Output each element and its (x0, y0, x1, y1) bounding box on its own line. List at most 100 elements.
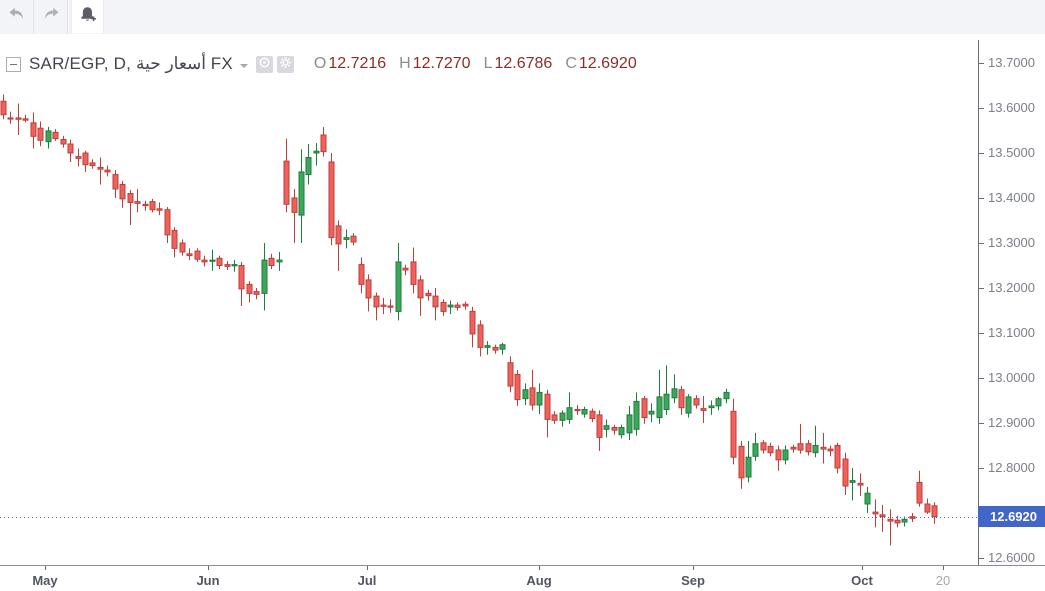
candle (75, 156, 82, 159)
time-tick-label: 20 (935, 573, 951, 588)
candle (194, 250, 201, 260)
candle (231, 264, 238, 267)
legend-collapse-button[interactable] (6, 56, 21, 72)
candle (253, 291, 260, 295)
candle (97, 166, 104, 170)
candle (209, 259, 216, 262)
time-axis[interactable]: May Jun Jul Aug Sep Oct 20 (0, 565, 1045, 591)
undo-button[interactable] (0, 0, 33, 33)
price-tick (979, 108, 984, 109)
candlestick-chart[interactable] (0, 34, 978, 591)
candle (395, 261, 402, 312)
price-tick-label: 13.4000 (988, 190, 1035, 205)
candle (469, 310, 476, 335)
candle (45, 130, 52, 143)
candle (760, 442, 767, 451)
candle (522, 389, 529, 400)
candle (0, 100, 7, 116)
candle (782, 449, 789, 461)
candle (224, 264, 231, 267)
gear-icon (279, 56, 292, 72)
candle (499, 344, 506, 350)
candle (276, 259, 283, 263)
low-value: 12.6786 (494, 55, 553, 72)
candle (373, 295, 380, 308)
time-tick-label: Sep (681, 573, 705, 588)
price-tick-label: 13.3000 (988, 235, 1035, 250)
candle (149, 201, 156, 211)
candle (268, 257, 275, 267)
candle (313, 150, 320, 154)
candle (305, 157, 312, 176)
candle (22, 118, 29, 121)
price-tick (979, 288, 984, 289)
candle (67, 143, 74, 154)
candle (328, 161, 335, 239)
close-value: 12.6920 (578, 55, 637, 72)
candle (335, 225, 342, 245)
price-tick (979, 333, 984, 334)
candle (894, 519, 901, 524)
candle (864, 492, 871, 505)
price-tick (979, 63, 984, 64)
settings-button[interactable] (276, 55, 294, 73)
price-tick-label: 13.0000 (988, 370, 1035, 385)
candle (931, 505, 938, 518)
time-tick (693, 566, 694, 570)
ohlc-readout: O 12.7216 H 12.7270 L 12.6786 C 12.6920 (308, 55, 637, 73)
time-tick (943, 566, 944, 570)
top-toolbar (0, 0, 1045, 35)
candle (633, 400, 640, 430)
candle (514, 373, 521, 401)
candle (440, 301, 447, 312)
candle (179, 242, 186, 253)
time-tick (862, 566, 863, 570)
candle (30, 122, 37, 137)
candle (7, 117, 14, 120)
price-tick-label: 12.9000 (988, 415, 1035, 430)
candle (387, 305, 394, 308)
price-tick-label: 13.5000 (988, 145, 1035, 160)
toolbar-separator (33, 0, 34, 34)
candle (663, 393, 670, 411)
candle (15, 117, 22, 120)
candle (603, 425, 610, 430)
candle (581, 409, 588, 415)
time-tick-label: Oct (851, 573, 873, 588)
add-alert-button[interactable] (71, 0, 104, 33)
candle (671, 388, 678, 399)
candle (380, 304, 387, 307)
candle (246, 283, 253, 294)
candle (596, 414, 603, 438)
chevron-down-icon[interactable] (239, 63, 248, 68)
candle (37, 127, 44, 141)
candle (559, 412, 566, 421)
candle (283, 160, 290, 205)
undo-icon (6, 4, 28, 29)
toggle-visibility-button[interactable] (255, 55, 273, 73)
price-tick-label: 13.6000 (988, 100, 1035, 115)
candle (417, 279, 424, 299)
price-tick-label: 13.2000 (988, 280, 1035, 295)
candle (775, 449, 782, 461)
redo-button[interactable] (34, 0, 67, 33)
price-axis[interactable]: 13.7000 13.6000 13.5000 13.4000 13.3000 13.20… (978, 40, 1045, 571)
candle (700, 408, 707, 411)
time-tick-label: Jul (357, 573, 377, 588)
toolbar-separator (67, 0, 68, 34)
candle (834, 445, 841, 469)
candle (849, 480, 856, 483)
candle (320, 134, 327, 153)
last-price-label: 12.6920 (978, 506, 1045, 527)
candle (298, 171, 305, 216)
price-tick-label: 13.1000 (988, 325, 1035, 340)
candle (656, 396, 663, 419)
candle (201, 259, 208, 263)
candle (261, 259, 268, 294)
candle (112, 174, 119, 190)
candle (879, 514, 886, 518)
price-tick (979, 198, 984, 199)
candle (901, 518, 908, 523)
candle (745, 456, 752, 478)
candle (589, 410, 596, 419)
